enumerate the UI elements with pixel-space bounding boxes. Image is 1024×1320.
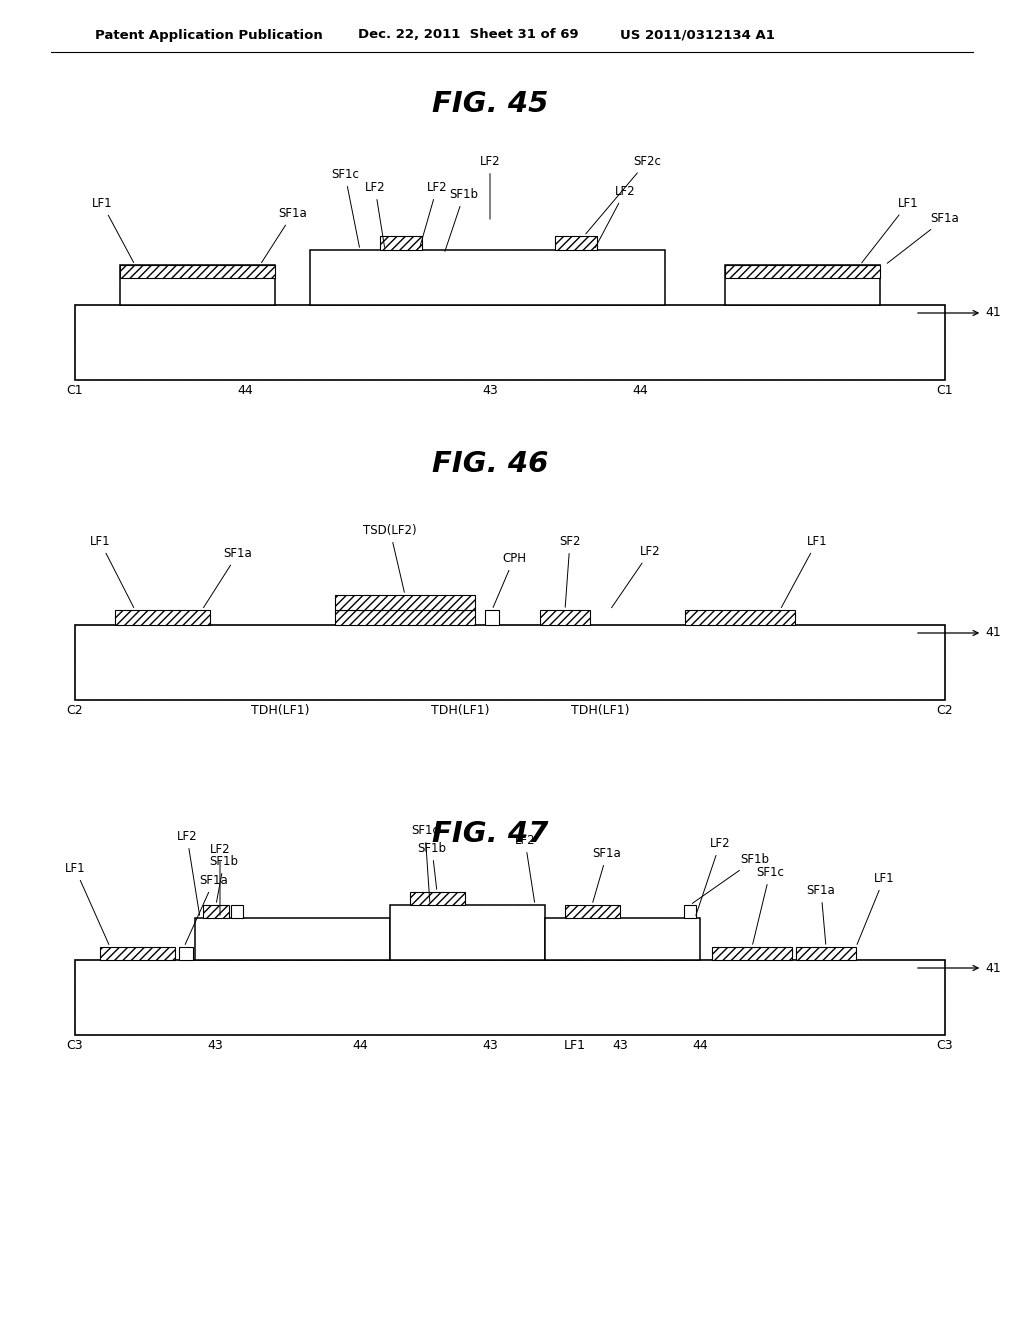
Bar xyxy=(712,946,792,960)
Text: LF2: LF2 xyxy=(515,834,536,903)
Bar xyxy=(179,946,193,960)
Text: 44: 44 xyxy=(238,384,253,397)
Bar xyxy=(115,610,210,624)
Text: SF1a: SF1a xyxy=(204,546,252,607)
Bar xyxy=(100,946,175,960)
Text: C1: C1 xyxy=(937,384,953,397)
Text: LF1: LF1 xyxy=(65,862,109,945)
Text: C1: C1 xyxy=(67,384,83,397)
Text: LF2: LF2 xyxy=(595,185,635,248)
Text: Patent Application Publication: Patent Application Publication xyxy=(95,29,323,41)
Text: SF1a: SF1a xyxy=(185,874,228,945)
Text: C3: C3 xyxy=(937,1039,953,1052)
Text: C3: C3 xyxy=(67,1039,83,1052)
Bar xyxy=(120,265,275,305)
Bar xyxy=(485,610,499,624)
Text: LF1: LF1 xyxy=(564,1039,586,1052)
Text: C2: C2 xyxy=(67,704,83,717)
Bar xyxy=(684,906,696,917)
Text: FIG. 47: FIG. 47 xyxy=(432,820,548,847)
Text: 43: 43 xyxy=(207,1039,223,1052)
Text: CPH: CPH xyxy=(494,552,526,607)
Text: 41: 41 xyxy=(918,961,1000,974)
Bar xyxy=(725,265,880,305)
Text: 44: 44 xyxy=(632,384,648,397)
Text: SF1c: SF1c xyxy=(753,866,784,944)
Bar xyxy=(725,265,880,279)
Bar xyxy=(335,595,475,610)
Text: LF1: LF1 xyxy=(90,535,134,607)
Text: LF1: LF1 xyxy=(781,535,827,607)
Bar xyxy=(410,892,465,906)
Text: Dec. 22, 2011  Sheet 31 of 69: Dec. 22, 2011 Sheet 31 of 69 xyxy=(358,29,579,41)
Text: 41: 41 xyxy=(918,627,1000,639)
Text: 44: 44 xyxy=(352,1039,368,1052)
Text: TSD(LF2): TSD(LF2) xyxy=(364,524,417,593)
Bar xyxy=(540,610,590,624)
Text: LF1: LF1 xyxy=(92,197,134,263)
Bar xyxy=(796,946,856,960)
Text: TDH(LF1): TDH(LF1) xyxy=(570,704,630,717)
Text: SF1b: SF1b xyxy=(444,187,478,251)
Text: FIG. 45: FIG. 45 xyxy=(432,90,548,117)
Text: SF1a: SF1a xyxy=(261,207,307,263)
Text: 43: 43 xyxy=(482,384,498,397)
Text: LF2: LF2 xyxy=(696,837,730,915)
Text: C2: C2 xyxy=(937,704,953,717)
Text: SF1b: SF1b xyxy=(210,855,239,903)
Text: SF1c: SF1c xyxy=(331,168,359,247)
Text: LF2: LF2 xyxy=(177,830,200,915)
Text: SF1b: SF1b xyxy=(692,853,769,903)
Text: LF2: LF2 xyxy=(420,181,447,247)
Text: TDH(LF1): TDH(LF1) xyxy=(431,704,489,717)
Text: 44: 44 xyxy=(692,1039,708,1052)
Bar xyxy=(75,960,945,1035)
Bar xyxy=(75,305,945,380)
Text: SF2: SF2 xyxy=(559,535,581,607)
Text: SF1a: SF1a xyxy=(593,847,622,903)
Text: 41: 41 xyxy=(918,306,1000,319)
Text: LF1: LF1 xyxy=(857,873,894,944)
Bar xyxy=(203,906,229,917)
Text: 43: 43 xyxy=(612,1039,628,1052)
Bar xyxy=(231,906,243,917)
Text: SF2c: SF2c xyxy=(586,154,660,234)
Bar xyxy=(335,610,475,624)
Text: 43: 43 xyxy=(482,1039,498,1052)
Bar xyxy=(120,265,275,279)
Text: SF1c: SF1c xyxy=(411,824,439,903)
Text: LF2: LF2 xyxy=(365,181,385,247)
Text: LF2: LF2 xyxy=(611,545,660,607)
Bar xyxy=(545,917,700,960)
Text: TDH(LF1): TDH(LF1) xyxy=(251,704,309,717)
Bar xyxy=(555,236,597,249)
Text: SF1a: SF1a xyxy=(887,213,959,263)
Bar xyxy=(380,236,422,249)
Bar xyxy=(195,917,390,960)
Text: SF1a: SF1a xyxy=(807,884,836,944)
Bar xyxy=(685,610,795,624)
Bar xyxy=(390,906,545,960)
Text: LF2: LF2 xyxy=(210,843,230,915)
Bar xyxy=(75,624,945,700)
Text: US 2011/0312134 A1: US 2011/0312134 A1 xyxy=(620,29,775,41)
Bar xyxy=(310,249,665,305)
Text: FIG. 46: FIG. 46 xyxy=(432,450,548,478)
Text: LF2: LF2 xyxy=(479,154,501,219)
Text: LF1: LF1 xyxy=(862,197,919,263)
Text: SF1b: SF1b xyxy=(418,842,446,890)
Bar xyxy=(565,906,620,917)
